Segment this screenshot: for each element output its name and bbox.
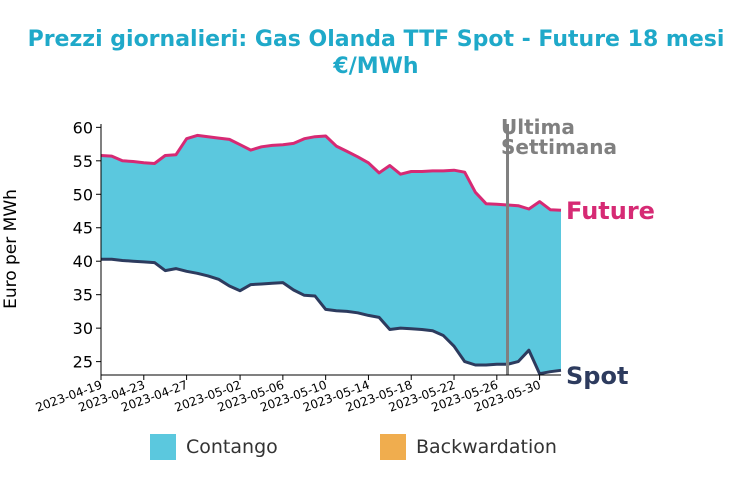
legend-swatch-backwardation: [380, 434, 406, 460]
last-week-annotation-line1: Ultima: [501, 115, 575, 139]
y-tick-label: 60: [73, 118, 93, 137]
y-tick-label: 40: [73, 252, 93, 271]
y-axis-label: Euro per MWh: [1, 189, 21, 309]
x-ticks: 2023-04-192023-04-232023-04-272023-05-02…: [34, 375, 543, 415]
y-tick-label: 50: [73, 185, 93, 204]
chart-title: Prezzi giornalieri: Gas Olanda TTF Spot …: [28, 27, 725, 52]
y-ticks: 25 30 35 40 45 50 55 60: [73, 118, 101, 372]
y-tick-label: 25: [73, 353, 93, 372]
last-week-annotation-line2: Settimana: [501, 135, 617, 159]
plot-area: [100, 124, 562, 376]
y-tick-label: 35: [73, 286, 93, 305]
legend: Contango Backwardation: [150, 434, 557, 460]
legend-swatch-contango: [150, 434, 176, 460]
y-tick-label: 55: [73, 152, 93, 171]
spot-series-line: [101, 257, 562, 376]
y-tick-label: 45: [73, 219, 93, 238]
spot-end-label: Spot: [566, 362, 628, 390]
contango-fill: [101, 135, 561, 374]
y-tick-label: 30: [73, 319, 93, 338]
legend-label-contango: Contango: [186, 436, 278, 458]
chart-subtitle: €/MWh: [332, 54, 418, 79]
legend-label-backwardation: Backwardation: [416, 436, 557, 458]
future-end-label: Future: [566, 197, 655, 225]
future-series-line: [100, 133, 562, 212]
